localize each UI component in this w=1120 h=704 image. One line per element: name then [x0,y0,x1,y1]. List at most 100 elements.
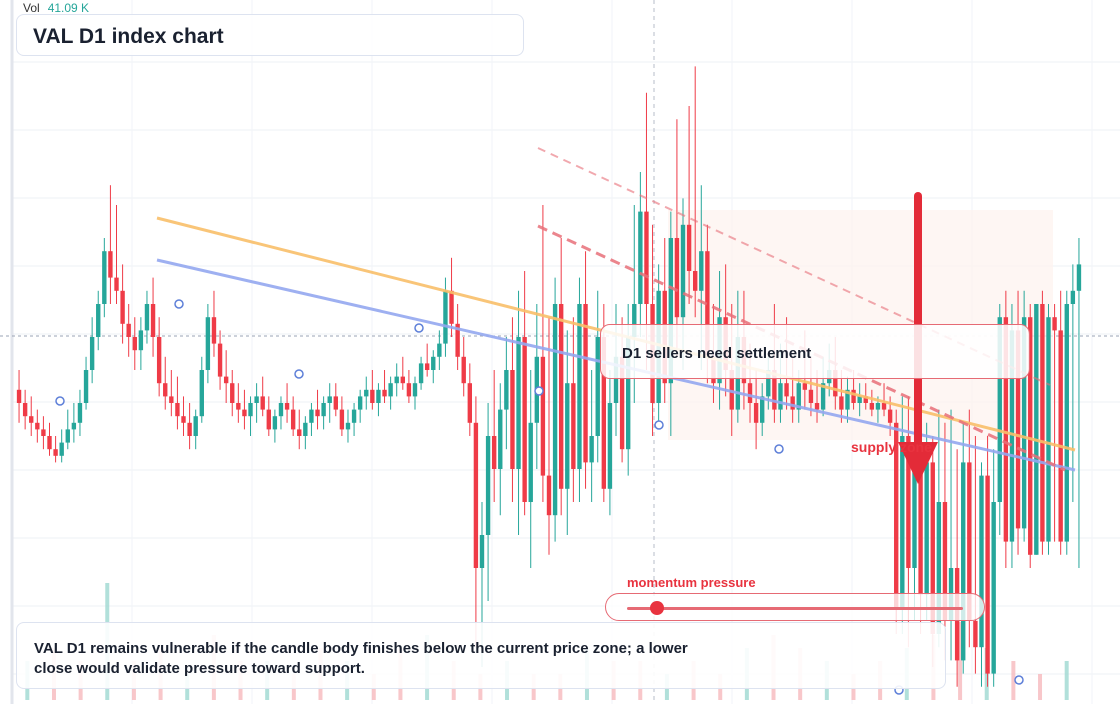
candle-body [297,429,302,436]
candle-body [778,383,783,410]
candle-body [522,337,527,502]
candle-body [327,396,332,403]
candle-body [516,337,521,469]
candle-body [35,422,40,430]
candle-body [589,436,594,463]
candle-body [467,383,473,423]
candle-body [144,304,150,331]
candle-body [437,343,442,357]
candle-body [376,389,381,403]
candle-body [254,396,259,403]
candle-body [199,370,204,417]
candle-body [1034,304,1039,555]
candle-body [29,416,34,423]
candle-body [16,389,22,403]
pivot-marker [774,444,784,454]
candle-body [613,356,619,403]
candle-body [644,211,649,304]
candle-body [668,238,674,384]
candle-body [248,403,253,417]
candle-body [41,429,46,436]
candle-body [772,370,777,410]
candle-body [284,403,290,410]
candle-body [851,389,856,403]
candle-body [138,330,144,351]
momentum-thumb[interactable] [650,601,665,615]
candle-body [382,389,387,397]
candle-body [96,304,101,337]
candle-body [510,370,515,469]
arrow-head [898,442,938,484]
candle-body [431,356,436,370]
candle-body [558,304,564,489]
candle-body [571,383,576,469]
candle-body [242,409,247,417]
candle-body [747,383,753,403]
candle-body [918,449,923,595]
candle-body [820,383,826,410]
candle-body [680,224,686,318]
candle-body [1040,304,1045,542]
candle-body [309,409,314,423]
candle-body [412,383,418,397]
candle-body [942,502,948,621]
candle-body [997,317,1002,502]
candle-body [577,304,582,469]
candle-body [485,436,491,535]
candle-body [406,383,412,397]
candle-body [802,383,808,390]
candle-body [303,422,308,436]
candle-body [321,403,326,417]
momentum-label: momentum pressure [627,575,756,590]
candle-body [863,396,868,403]
candle-body [193,416,198,436]
pivot-marker [1014,675,1024,685]
candle-body [260,396,265,410]
candle-body [53,449,58,456]
momentum-slider[interactable] [605,593,985,621]
candle-body [845,389,850,410]
candle-body [418,363,424,384]
candle-body [699,251,704,291]
candle-body [540,356,546,476]
candle-body [132,337,137,351]
candle-body [1046,317,1051,542]
candle-body [394,376,399,384]
candle-body [961,462,966,661]
volume-bar [1064,661,1069,700]
candle-body [504,370,509,410]
candle-body [790,396,795,410]
candle-body [156,337,162,384]
candle-body [266,409,271,430]
candle-body [912,449,917,568]
candle-body [461,356,466,384]
candle-body [607,403,613,489]
candle-body [339,409,345,430]
candle-body [175,403,180,417]
candle-body [796,383,801,410]
candle-body [102,251,107,304]
candle-body [498,409,503,469]
candle-body [967,462,972,621]
volume-bar [1011,661,1016,700]
down-arrow [898,192,938,484]
candle-body [351,409,357,423]
pivot-marker [534,386,544,396]
candle-body [887,409,893,423]
candle-body [857,396,862,403]
candle-body [455,323,460,357]
candle-body [1015,330,1021,529]
candle-body [991,502,996,674]
candle-body [1058,330,1063,542]
candle-body [114,277,119,291]
candle-body [985,475,990,674]
candle-body [491,436,497,469]
candle-body [126,323,131,337]
candle-body [400,376,405,384]
volume-bar [958,622,963,700]
candle-body [357,396,363,410]
candle-body [290,409,296,430]
candle-body [370,389,375,403]
candle-body [120,290,125,324]
candle-body [583,304,588,463]
